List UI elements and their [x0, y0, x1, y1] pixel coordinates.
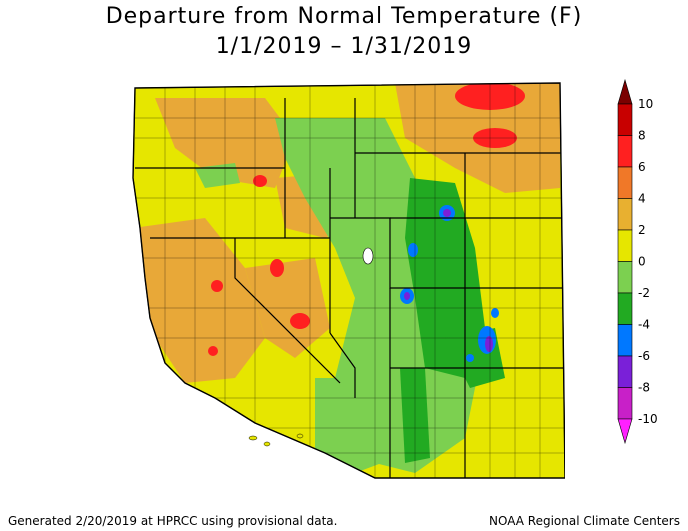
date-range: 1/1/2019 – 1/31/2019 [215, 34, 473, 59]
coastline [132, 82, 565, 479]
legend-swatch [617, 135, 633, 168]
legend-swatch [617, 229, 633, 262]
generated-note: Generated 2/20/2019 at HPRCC using provi… [8, 514, 338, 528]
channel-islands-3 [296, 433, 304, 439]
legend-label: 2 [638, 223, 646, 237]
legend-swatch [617, 387, 633, 420]
legend-swatch [617, 324, 633, 357]
cold-spot-east [491, 308, 499, 318]
source-credit: NOAA Regional Climate Centers [489, 514, 680, 528]
legend-label: 10 [638, 97, 653, 111]
legend-arrow-top [617, 78, 633, 105]
temperature-departure-map [132, 82, 565, 479]
channel-islands-2 [263, 441, 271, 447]
legend-label: 0 [638, 255, 646, 269]
hot-spot-tahoe [270, 259, 284, 277]
cool-region-central [275, 118, 485, 473]
hot-spot-idaho [253, 175, 267, 187]
hot-spot-nevada [290, 313, 310, 329]
county-boundaries [135, 83, 565, 478]
legend-label: -6 [638, 349, 650, 363]
warm-region-west [133, 218, 265, 383]
legend-label: 6 [638, 160, 646, 174]
cool-region-oregon [195, 163, 240, 188]
legend-label: 4 [638, 192, 646, 206]
legend-swatch [617, 292, 633, 325]
map-title: Departure from Normal Temperature (F) [105, 4, 583, 29]
legend-swatch [617, 103, 633, 136]
channel-islands [248, 435, 258, 441]
color-legend: 10 8 6 4 2 0 -2 -4 -6 -8 -10 [617, 78, 658, 445]
hot-spot-california [208, 346, 218, 356]
cold-spot-wyoming-core [443, 209, 451, 217]
cold-spot-colorado-core [404, 292, 410, 300]
legend-swatch [617, 355, 633, 388]
legend-swatch [617, 166, 633, 199]
legend-label: -4 [638, 318, 650, 332]
legend-label: -2 [638, 286, 650, 300]
cold-spot-newmexico-core [485, 336, 493, 352]
legend-label: -10 [638, 412, 658, 426]
cold-spot-south [466, 354, 474, 362]
legend-swatch [617, 261, 633, 294]
legend-swatch [617, 198, 633, 231]
great-salt-lake [362, 247, 374, 265]
cold-spot-utah [408, 243, 418, 257]
legend-label: 8 [638, 129, 646, 143]
legend-arrow-bottom [617, 418, 633, 445]
hot-spot-reno [211, 280, 223, 292]
legend-label: -8 [638, 381, 650, 395]
